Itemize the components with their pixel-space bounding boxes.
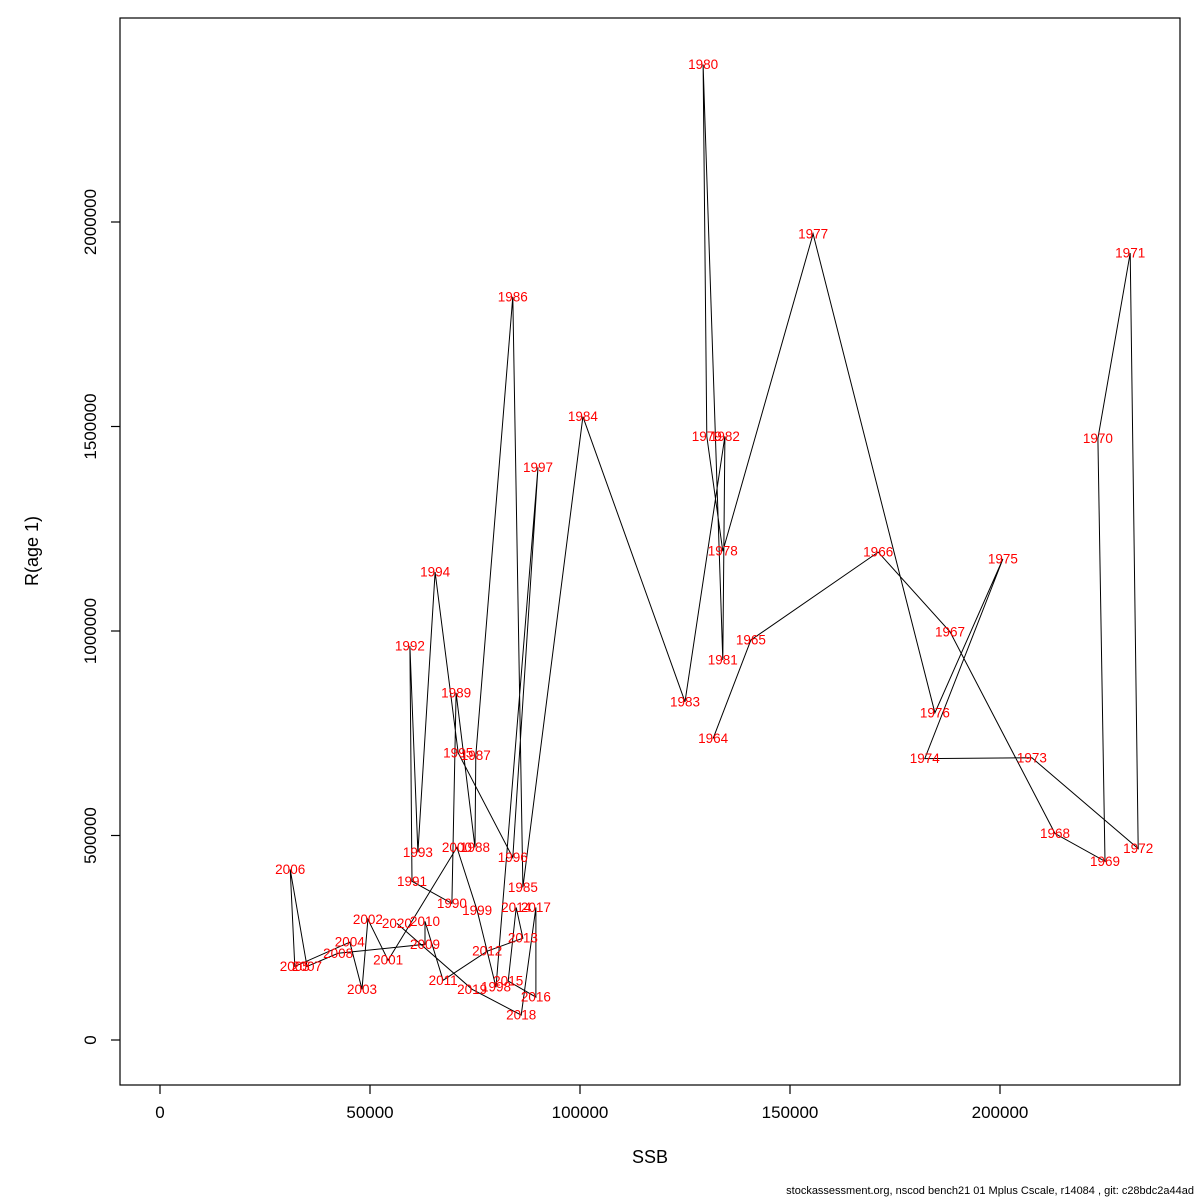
x-axis-tick-label: 100000 [552,1103,609,1122]
x-axis-tick-label: 0 [155,1103,164,1122]
year-label: 1984 [568,409,599,424]
year-label: 1996 [498,850,528,865]
year-label: 1978 [708,544,738,559]
x-axis-tick-label: 150000 [762,1103,819,1122]
y-axis-tick-label: 0 [81,1035,100,1044]
year-label: 1971 [1115,246,1145,261]
y-axis-tick-label: 500000 [81,807,100,864]
year-label: 1986 [498,289,528,304]
year-label: 2000 [442,840,472,855]
y-axis-tick-label: 1000000 [81,598,100,664]
year-label: 2011 [429,973,458,988]
year-label: 2017 [521,900,551,915]
year-label: 1977 [798,226,828,241]
year-label: 1998 [481,980,511,995]
year-label: 1969 [1090,854,1120,869]
year-label: 1999 [462,903,492,918]
footer-text: stockassessment.org, nscod bench21 01 Mp… [786,1185,1194,1197]
year-label: 2006 [275,862,305,877]
year-label: 2015 [493,974,523,989]
year-label: 2016 [521,990,551,1005]
year-label: 1997 [523,460,553,475]
year-label: 1968 [1040,826,1070,841]
year-label: 2020 [382,916,412,931]
year-label: 1967 [935,624,965,639]
year-label: 2004 [335,935,366,950]
year-label: 2012 [472,944,502,959]
year-label: 2001 [373,953,403,968]
year-path-line [289,64,1139,1016]
year-label: 2003 [347,982,377,997]
year-label: 2005 [280,959,310,974]
year-label: 2013 [508,931,538,946]
year-label: 2014 [501,900,532,915]
year-label: 1995 [443,745,473,760]
y-axis-title: R(age 1) [22,516,42,586]
year-label: 1980 [688,57,718,72]
year-label: 1985 [508,880,538,895]
x-axis-tick-label: 50000 [346,1103,393,1122]
year-label: 2002 [353,912,383,927]
year-label: 1990 [437,896,467,911]
year-label: 1982 [710,429,740,444]
year-label: 1992 [395,639,425,654]
plot-border [119,17,1181,1086]
year-label: 1970 [1083,431,1113,446]
year-label: 1974 [910,751,941,766]
year-label: 1975 [988,552,1018,567]
year-label: 1994 [420,565,451,580]
y-axis-tick-label: 1500000 [81,393,100,459]
year-label: 2009 [410,937,440,952]
year-label: 1991 [397,874,427,889]
y-axis-tick-label: 2000000 [81,189,100,255]
x-axis: 0 50000 100000 150000 200000 [155,1085,1028,1122]
year-label: 1973 [1017,750,1047,765]
year-label: 2010 [410,914,440,929]
y-axis: 0 500000 1000000 1500000 2000000 [81,189,120,1045]
year-label: 1964 [698,731,729,746]
year-label: 2018 [506,1008,536,1023]
year-label: 2007 [292,959,322,974]
year-label: 1966 [863,545,893,560]
year-label: 1987 [461,748,491,763]
year-label: 1965 [736,633,766,648]
year-label: 2008 [323,946,353,961]
x-axis-tick-label: 200000 [972,1103,1029,1122]
year-label: 1993 [403,845,433,860]
x-axis-title: SSB [632,1147,668,1167]
year-label: 1979 [692,429,722,444]
year-label: 1976 [920,705,950,720]
year-label: 1972 [1123,841,1153,856]
year-label: 1988 [460,840,490,855]
year-label: 1981 [708,653,738,668]
year-label: 2019 [457,982,487,997]
year-label: 1989 [441,685,471,700]
year-label: 1983 [670,694,700,709]
year-labels: 1964 1965 1966 1967 1968 1969 1970 1971 1972 1973… [275,57,1153,1023]
